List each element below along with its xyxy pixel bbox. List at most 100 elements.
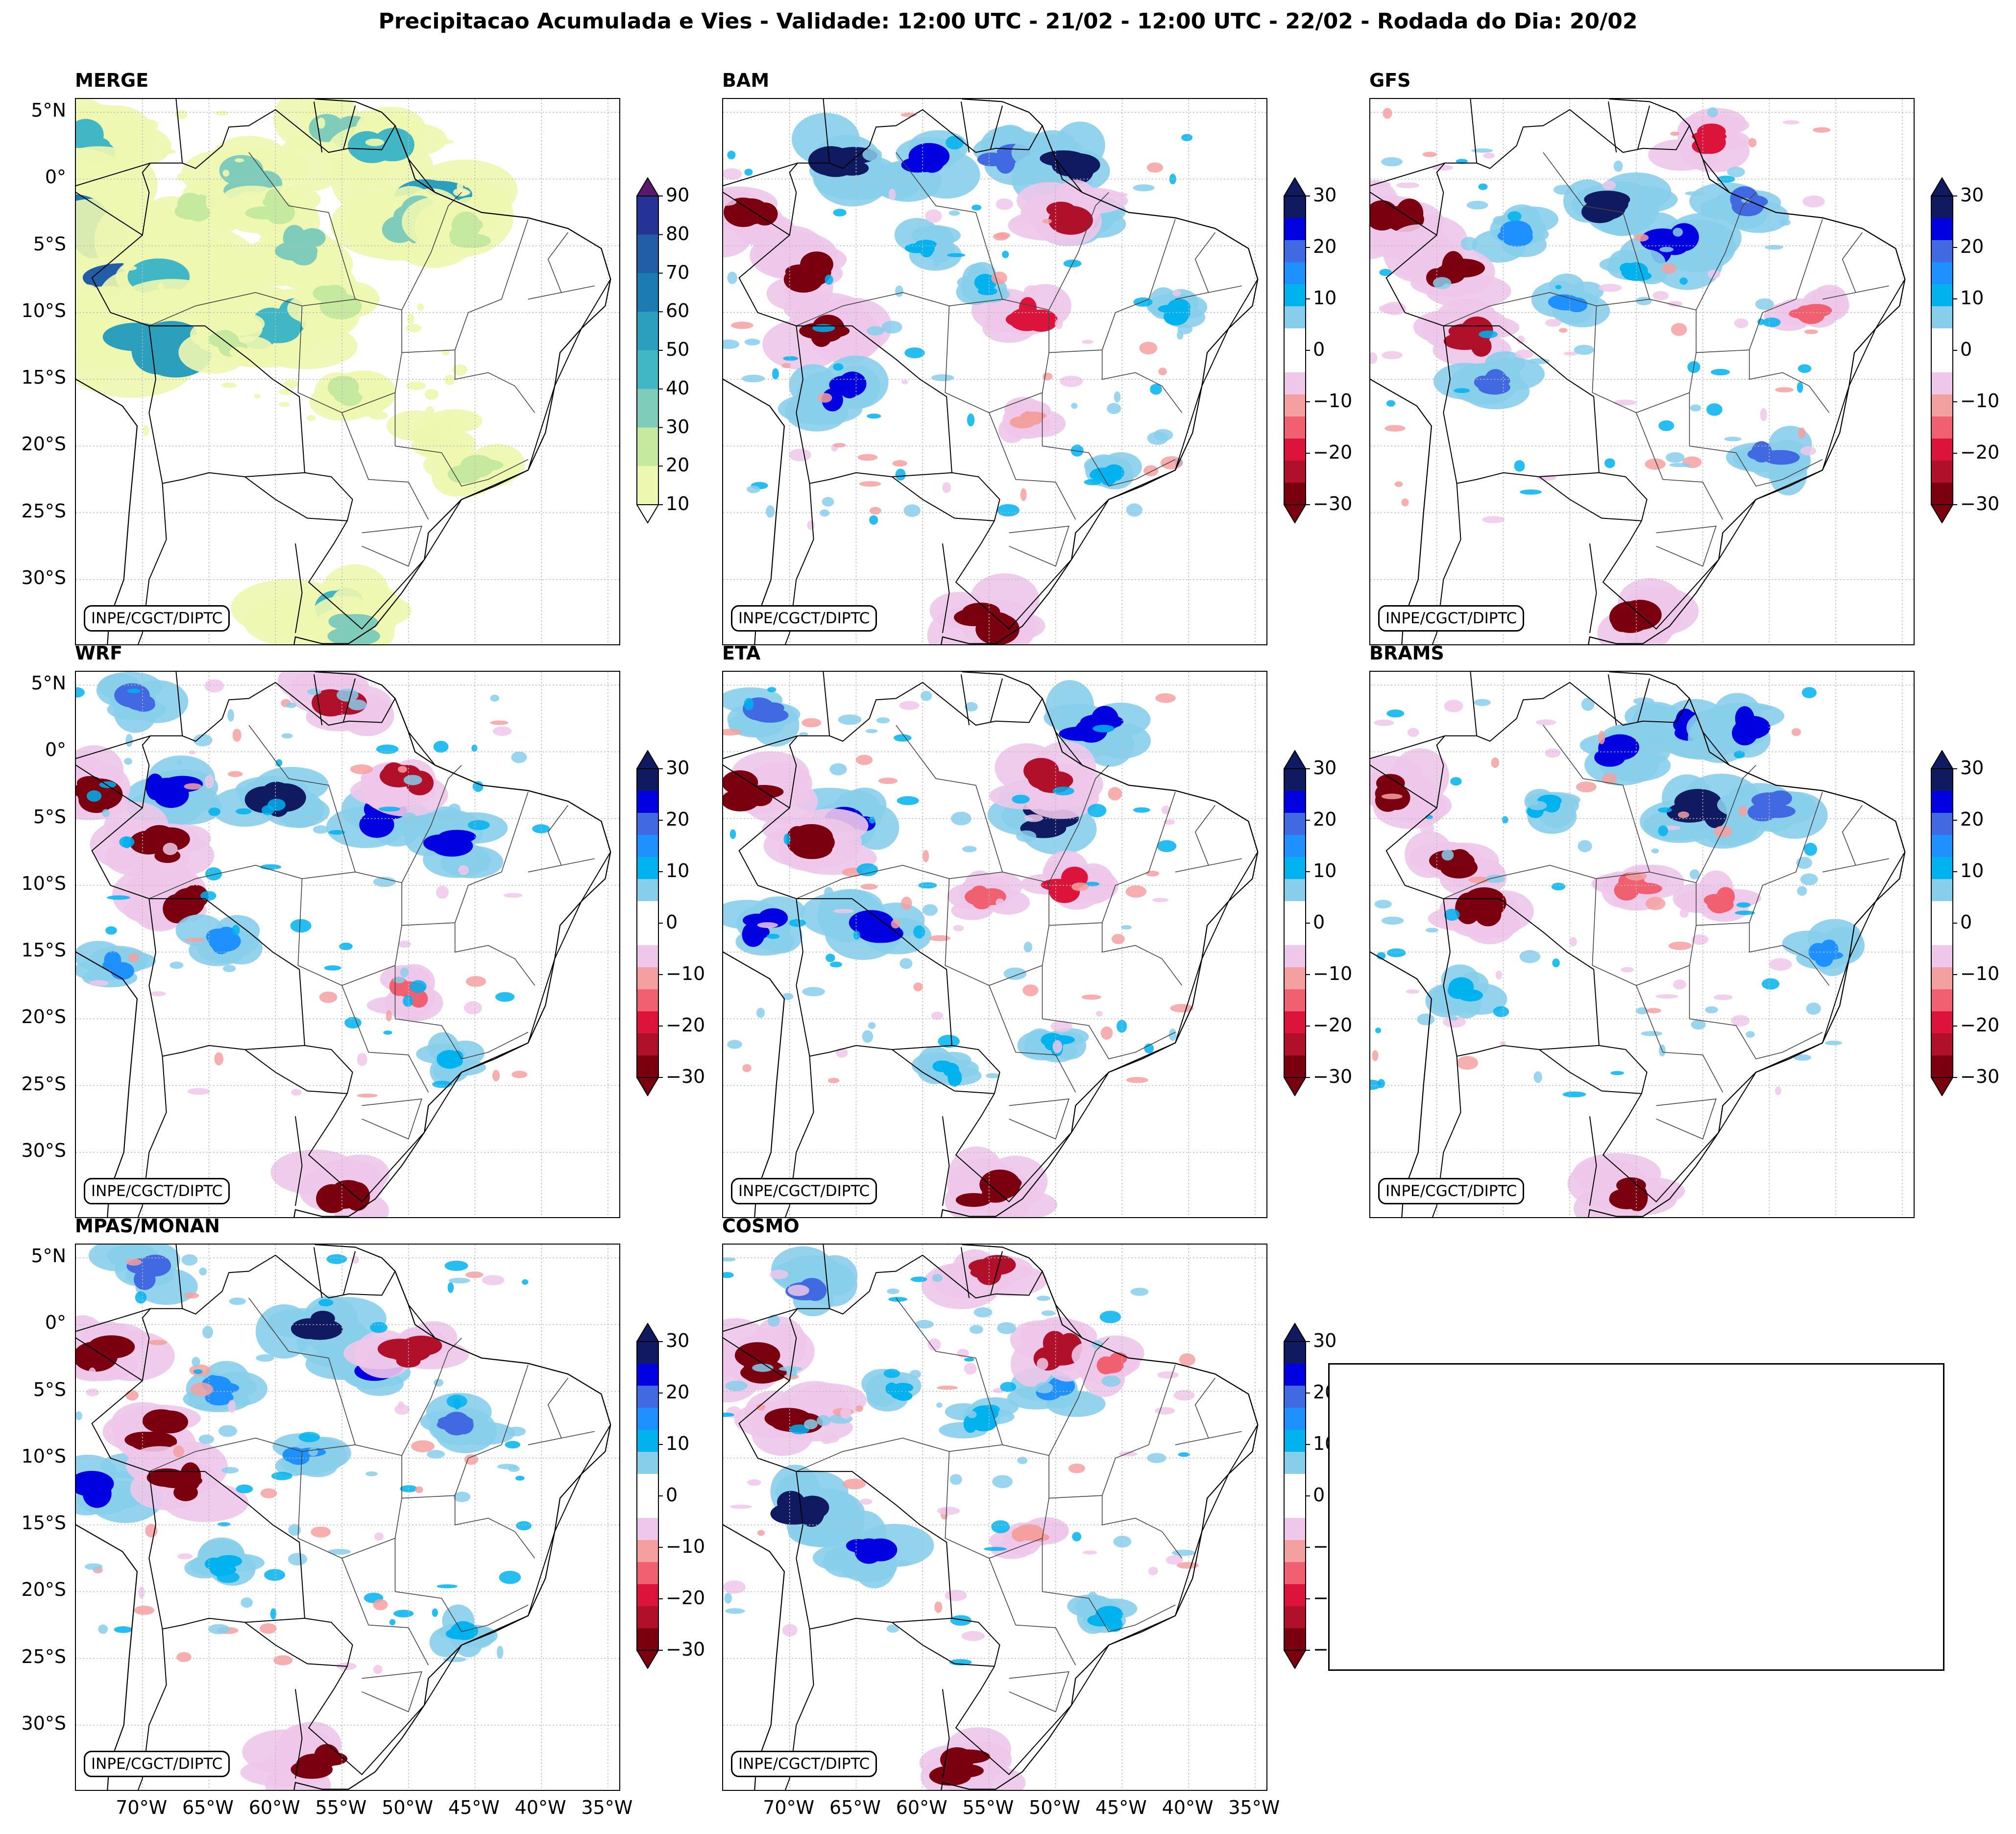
map-area [722,1244,1267,1791]
speckle-field [723,1257,1199,1665]
colorbar-extend-min [1930,504,1954,524]
credit-label: INPE/CGCT/DIPTC [1378,1178,1525,1204]
colorbar-tick-label: 20 [1313,808,1337,830]
colorbar-tick-label: 20 [666,808,690,830]
data-blob [270,1149,389,1217]
data-blob [723,687,801,747]
credit-label: INPE/CGCT/DIPTC [84,1751,230,1777]
lon-tick-label: 70°W [763,1797,815,1818]
lon-tick-label: 50°W [382,1797,434,1818]
data-blob [1524,789,1580,834]
lat-tick-label: 5°S [33,233,66,255]
colorbar-segment [1284,1518,1306,1541]
colorbar-tick-label: 30 [666,757,690,779]
colorbar-segment [1931,989,1953,1012]
panel-title: BAM [722,70,770,91]
colorbar-svg [636,177,663,524]
credit-label: INPE/CGCT/DIPTC [84,605,230,632]
colorbar-tick-label: 20 [666,454,690,476]
colorbar-extend-max [636,177,659,196]
colorbar-segment [1931,769,1953,791]
coastline [76,672,611,1217]
speckle-field [76,1254,532,1674]
colorbar-segment [1284,1364,1306,1386]
lat-tick-label: 15°S [21,939,66,961]
colorbar-tick-label: 30 [1960,184,1984,206]
colorbar-segment [1284,218,1306,241]
colorbar-tick-label: 0 [1313,911,1325,933]
map-area [75,98,620,645]
lon-tick-label: 45°W [1095,1797,1147,1818]
colorbar-segment [637,879,658,902]
data-blob [1567,1153,1685,1217]
colorbar-tick-label: 30 [1313,1330,1337,1351]
colorbar-segment [1284,328,1306,351]
data-blob [1591,864,1684,911]
colorbar-segment [1284,1452,1306,1474]
colorbar-segment [637,350,658,390]
colorbar-segment [1284,1408,1306,1430]
colorbar-segment [1284,306,1306,329]
colorbar-segment [637,1474,658,1496]
colorbar-segment [637,923,658,946]
lon-tick-label: 65°W [182,1797,234,1818]
data-blob [88,1245,198,1305]
colorbar-segment [637,1540,658,1563]
coastline [723,1245,1259,1790]
colorbar-tick-label: 0 [1960,339,1972,360]
lon-tick-label: 60°W [248,1797,300,1818]
panel-title: ETA [722,642,761,664]
colorbar-segment [1931,1033,1953,1056]
data-blob [1425,964,1507,1019]
colorbar-segment [1284,240,1306,263]
colorbar-segment [637,427,658,466]
data-blob [919,1727,1026,1790]
data-blob [1020,850,1118,910]
lat-tick-label: 20°S [21,1006,66,1028]
state-borders [796,1297,1242,1712]
lon-tick-label: 55°W [315,1797,367,1818]
colorbar-tick-label: −10 [666,1536,705,1557]
colorbar-tick-label: 40 [666,377,690,399]
lon-tick-label: 70°W [116,1797,168,1818]
colorbar-tick-label: 30 [1313,757,1337,779]
colorbar-segment [1284,372,1306,395]
lon-tick-label: 40°W [1162,1797,1214,1818]
speckle-field [76,679,550,1098]
data-blob [402,196,497,261]
data-blob [750,225,847,315]
credit-label: INPE/CGCT/DIPTC [84,1178,230,1204]
colorbar-segment [637,1430,658,1452]
state-borders [796,725,1242,1140]
colorbar-tick-label: 80 [666,222,690,245]
colorbar-tick-label: −10 [1960,963,2000,984]
data-blob [175,914,263,966]
lat-tick-label: 5°N [31,1245,66,1267]
data-blob [911,1046,982,1087]
data-blob [222,185,321,244]
data-blob [1782,919,1865,977]
state-borders [148,1297,595,1712]
colorbar-segment [1931,240,1953,263]
colorbar-segment [1931,1055,1953,1078]
colorbar-segment [1284,967,1306,990]
colorbar-segment [637,1342,658,1364]
credit-label: INPE/CGCT/DIPTC [731,1751,877,1777]
gridlines [723,672,1266,1217]
country-borders [723,672,1259,1217]
colorbar-svg [636,750,663,1097]
lat-tick-label: 30°S [21,1712,66,1734]
map-svg [1370,672,1914,1217]
colorbar-segment [1931,461,1953,483]
colorbar-segment [637,769,658,791]
colorbar-segment [1284,284,1306,307]
data-blob [90,802,215,878]
colorbar-tick-label: 10 [1313,287,1337,309]
lat-tick-label: 5°N [31,672,66,694]
data-blob [947,870,1030,920]
colorbar-tick-label: 50 [666,339,690,360]
lat-tick-label: 10°S [21,299,66,321]
colorbar-segment [1284,1540,1306,1563]
data-blob [1597,578,1699,644]
